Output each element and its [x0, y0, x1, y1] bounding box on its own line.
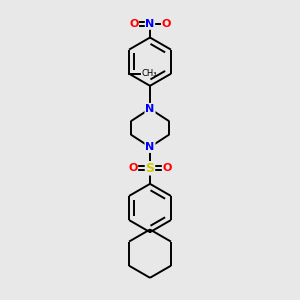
- Text: N: N: [146, 142, 154, 152]
- Text: O: O: [129, 19, 139, 29]
- Text: N: N: [146, 104, 154, 114]
- Text: O: O: [128, 163, 138, 173]
- Text: O: O: [161, 19, 171, 29]
- Text: S: S: [146, 162, 154, 175]
- Text: O: O: [162, 163, 172, 173]
- Text: N: N: [146, 19, 154, 29]
- Text: CH₃: CH₃: [142, 69, 157, 78]
